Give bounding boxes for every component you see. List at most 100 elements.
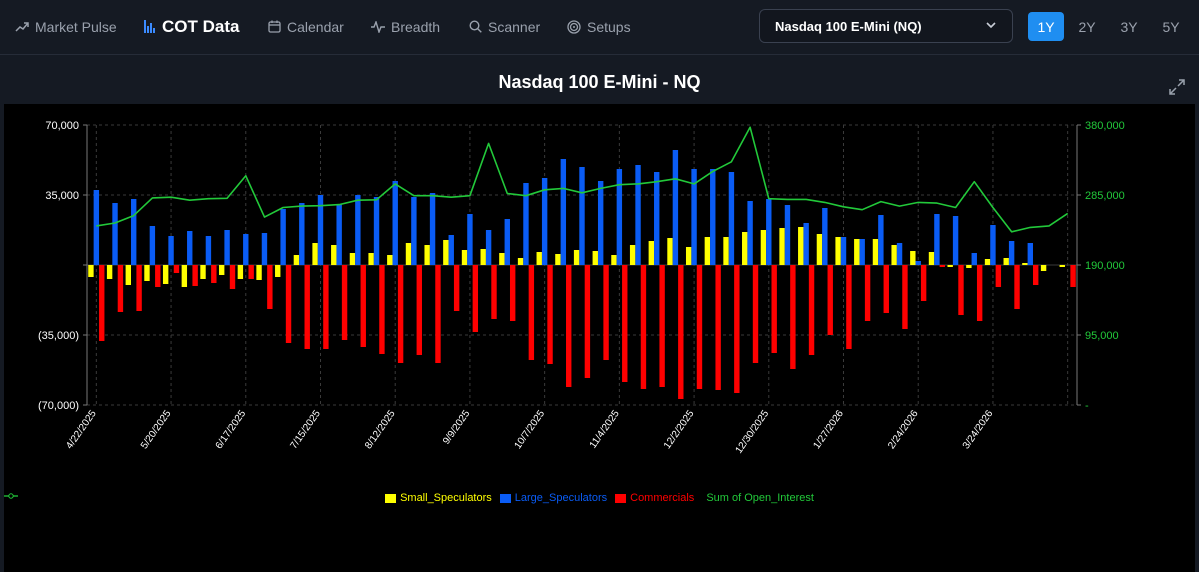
nav-calendar[interactable]: Calendar: [268, 0, 344, 53]
bar-commercials: [883, 265, 889, 313]
bar-large-speculators: [205, 236, 212, 265]
nav-cot-data[interactable]: COT Data: [144, 0, 239, 53]
bar-small-speculators: [387, 255, 393, 265]
bar-small-speculators: [835, 237, 841, 265]
y-tick-label: (70,000): [38, 400, 79, 412]
bar-commercials: [509, 265, 516, 321]
bar-large-speculators: [579, 167, 585, 265]
nav-scanner[interactable]: Scanner: [469, 0, 540, 53]
bar-large-speculators: [429, 193, 436, 265]
bar-commercials: [379, 265, 385, 354]
bar-small-speculators: [555, 254, 561, 265]
expand-icon[interactable]: [1169, 79, 1185, 100]
bar-commercials: [472, 265, 479, 332]
bar-large-speculators: [373, 197, 380, 265]
bar-commercials: [902, 265, 908, 329]
bar-small-speculators: [798, 227, 804, 265]
bar-commercials: [696, 265, 703, 389]
bar-large-speculators: [243, 234, 249, 265]
bar-small-speculators: [928, 252, 935, 265]
bar-small-speculators: [854, 239, 860, 265]
bar-commercials: [1070, 265, 1076, 287]
bar-small-speculators: [984, 259, 991, 265]
bar-large-speculators: [747, 201, 753, 265]
legend-item-large-speculators[interactable]: Large_Speculators: [499, 492, 607, 504]
y2-tick-label: 285,000: [1085, 190, 1125, 202]
bar-commercials: [678, 265, 684, 399]
bar-small-speculators: [1022, 263, 1028, 265]
x-tick-label: 8/12/2025: [363, 408, 398, 451]
bar-commercials: [229, 265, 236, 289]
bar-small-speculators: [910, 251, 916, 265]
bar-commercials: [939, 265, 946, 267]
bar-commercials: [341, 265, 348, 340]
bar-chart-icon: [144, 20, 156, 33]
x-tick-label: 6/17/2025: [214, 408, 249, 451]
instrument-select[interactable]: Nasdaq 100 E-Mini (NQ): [759, 9, 1013, 43]
bar-large-speculators: [168, 236, 174, 265]
bar-commercials: [416, 265, 422, 355]
nav-breadth[interactable]: Breadth: [371, 0, 440, 53]
trending-up-icon: [15, 21, 29, 32]
bar-large-speculators: [485, 230, 492, 265]
bar-small-speculators: [237, 265, 244, 279]
x-tick-label: 9/9/2025: [441, 408, 473, 447]
bar-commercials: [547, 265, 553, 364]
bar-small-speculators: [966, 265, 972, 268]
bar-small-speculators: [499, 253, 505, 265]
legend-item-commercials[interactable]: Commercials: [615, 492, 694, 504]
bar-large-speculators: [896, 243, 903, 265]
bar-commercials: [304, 265, 310, 349]
bar-small-speculators: [480, 249, 486, 265]
bar-large-speculators: [523, 183, 529, 265]
bar-commercials: [864, 265, 871, 321]
bar-commercials: [117, 265, 124, 312]
nav-market-pulse[interactable]: Market Pulse: [15, 0, 117, 53]
range-label: 3Y: [1120, 18, 1138, 35]
bar-commercials: [491, 265, 497, 319]
bar-commercials: [1033, 265, 1039, 285]
chart-area: 4/22/2025 5/20/2025 6/17/2025 7/15/2025 8/12…: [4, 104, 1195, 572]
bar-commercials: [752, 265, 759, 363]
bar-large-speculators: [859, 239, 865, 265]
legend-label: Commercials: [630, 492, 695, 504]
bar-commercials: [603, 265, 609, 360]
bar-large-speculators: [766, 199, 772, 265]
line-open-interest: [96, 126, 1069, 233]
range-5y-button[interactable]: 5Y: [1153, 12, 1189, 41]
bar-large-speculators: [915, 261, 921, 265]
range-2y-button[interactable]: 2Y: [1069, 12, 1105, 41]
range-3y-button[interactable]: 3Y: [1111, 12, 1147, 41]
bar-commercials: [99, 265, 105, 341]
nav-label-setups: Setups: [587, 18, 631, 35]
bar-small-speculators: [424, 245, 430, 265]
y2-tick-label: -: [1085, 400, 1089, 412]
bar-small-speculators: [629, 245, 636, 265]
bar-small-speculators: [349, 253, 356, 265]
bar-commercials: [715, 265, 721, 390]
bar-commercials: [995, 265, 1002, 287]
range-label: 1Y: [1037, 18, 1055, 35]
legend-item-open-interest[interactable]: Sum of Open_Interest: [4, 492, 814, 504]
x-tick-label: 4/22/2025: [64, 408, 99, 451]
bar-large-speculators: [616, 169, 623, 265]
x-tick-label: 10/7/2025: [513, 408, 548, 451]
bar-large-speculators: [93, 190, 100, 265]
range-label: 2Y: [1078, 18, 1096, 35]
nav-label-breadth: Breadth: [391, 18, 441, 35]
bar-large-speculators: [280, 209, 286, 265]
bar-commercials: [285, 265, 292, 343]
bar-small-speculators: [162, 265, 169, 284]
bar-commercials: [584, 265, 591, 378]
bar-small-speculators: [816, 234, 823, 265]
bar-small-speculators: [331, 245, 337, 265]
bar-large-speculators: [990, 225, 996, 265]
bar-large-speculators: [878, 215, 884, 265]
nav-setups[interactable]: Setups: [567, 0, 631, 53]
legend-item-small-speculators[interactable]: Small_Speculators: [385, 492, 492, 504]
bar-small-speculators: [256, 265, 262, 280]
bar-commercials: [622, 265, 628, 382]
x-tick-label: 12/30/2025: [734, 408, 772, 456]
range-1y-button[interactable]: 1Y: [1028, 12, 1064, 41]
bar-large-speculators: [803, 223, 809, 265]
